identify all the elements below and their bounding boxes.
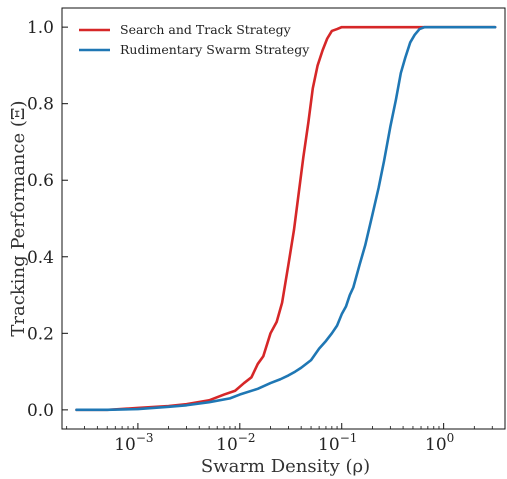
- y-axis-label: Tracking Performance (Ξ): [8, 100, 29, 336]
- y-tick-label: 0.8: [27, 95, 54, 115]
- x-tick-base: 10: [114, 435, 136, 455]
- x-tick-base: 10: [425, 435, 447, 455]
- series-line-search-and-track: [75, 25, 497, 412]
- x-tick-base: 10: [216, 435, 238, 455]
- series-line-rudimentary-swarm: [75, 25, 497, 412]
- x-tick-exponent: 0: [447, 431, 455, 445]
- y-tick-label: 1.0: [27, 18, 54, 38]
- x-tick-exponent: −2: [238, 431, 256, 445]
- legend-label: Search and Track Strategy: [120, 22, 292, 37]
- x-tick-label: 100: [425, 431, 454, 455]
- y-tick-label: 0.6: [27, 171, 54, 191]
- legend-label: Rudimentary Swarm Strategy: [120, 42, 310, 57]
- y-tick-label: 0.4: [27, 248, 54, 268]
- legend: Search and Track Strategy Rudimentary Swa…: [79, 22, 310, 57]
- x-tick-label: 10−1: [318, 431, 357, 455]
- plot-border: [61, 7, 506, 430]
- x-axis-label: Swarm Density (ρ): [201, 456, 370, 477]
- y-axis: 0.0 0.2 0.4 0.6 0.8 1.0: [27, 18, 68, 421]
- plot-frame: [61, 7, 506, 430]
- x-tick-label: 10−3: [114, 431, 153, 455]
- x-tick-base: 10: [318, 435, 340, 455]
- x-tick-label: 10−2: [216, 431, 255, 455]
- y-tick-label: 0.0: [27, 401, 54, 421]
- y-tick-label: 0.2: [27, 324, 54, 344]
- x-axis: 10−3 10−2 10−1 100: [66, 423, 493, 455]
- x-tick-exponent: −1: [340, 431, 358, 445]
- series-layer: [75, 25, 497, 412]
- x-tick-exponent: −3: [136, 431, 154, 445]
